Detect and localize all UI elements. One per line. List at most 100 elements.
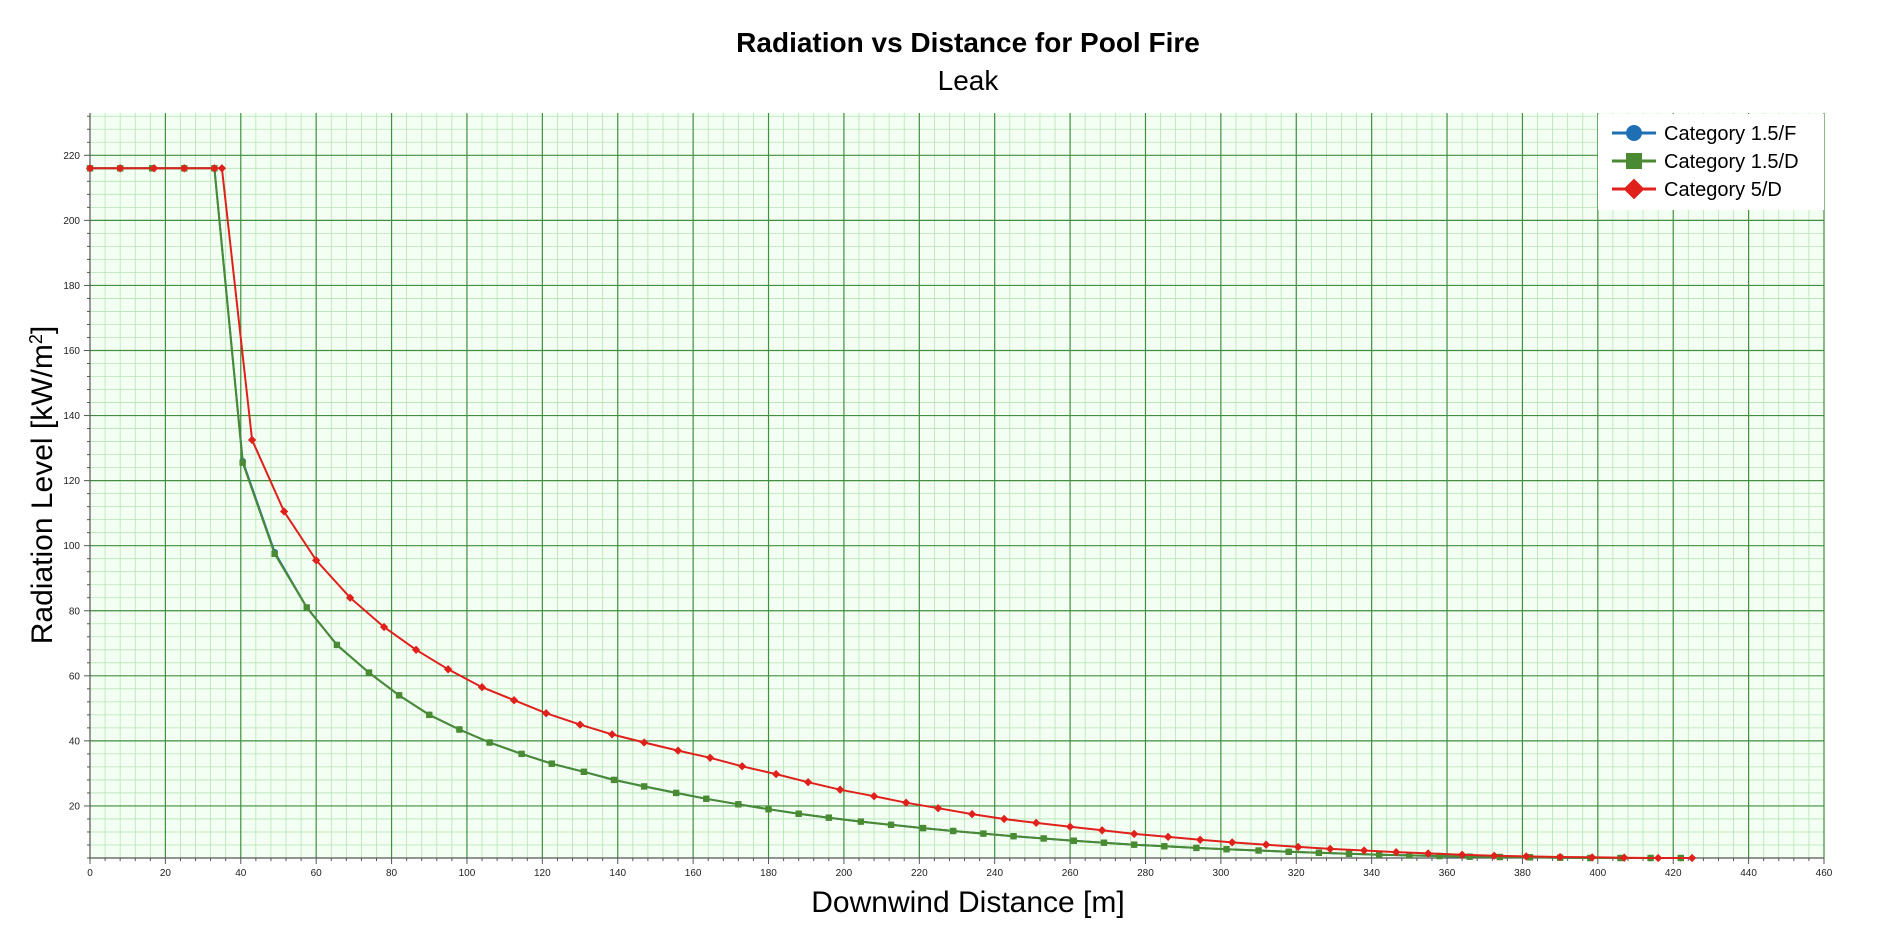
- data-point: [1255, 847, 1262, 854]
- y-tick-label: 40: [69, 736, 81, 747]
- x-tick-label: 280: [1137, 868, 1154, 879]
- chart-subtitle: Leak: [938, 65, 1000, 96]
- data-point: [580, 768, 588, 775]
- data-point: [247, 435, 257, 445]
- data-point: [548, 760, 555, 767]
- data-point: [1097, 826, 1107, 835]
- data-point: [1359, 846, 1369, 855]
- data-point: [1490, 851, 1499, 860]
- series-layer: [85, 164, 1697, 863]
- x-tick-label: 120: [534, 868, 551, 879]
- data-point: [1623, 178, 1645, 200]
- data-point: [333, 641, 341, 649]
- y-tick-label: 220: [63, 151, 80, 162]
- x-tick-label: 400: [1589, 868, 1606, 879]
- data-point: [980, 830, 987, 837]
- minor-gridlines: [90, 113, 1824, 859]
- data-point: [149, 164, 159, 173]
- y-axis-label-superscript: 2: [26, 334, 46, 344]
- data-point: [1223, 846, 1230, 853]
- data-point: [1424, 849, 1433, 858]
- data-point: [365, 669, 373, 676]
- data-point: [1010, 833, 1017, 840]
- y-tick-label: 80: [69, 606, 81, 617]
- x-tick-label: 240: [986, 868, 1003, 879]
- x-axis-label: Downwind Distance [m]: [811, 886, 1124, 919]
- data-point: [1261, 840, 1271, 849]
- y-tick-label: 20: [69, 801, 81, 812]
- x-tick-label: 260: [1062, 868, 1079, 879]
- y-axis-label: Radiation Level [kW/m2]: [26, 326, 59, 644]
- data-point: [610, 776, 618, 784]
- data-point: [312, 556, 321, 565]
- data-point: [443, 665, 453, 674]
- y-tick-label: 100: [63, 541, 80, 552]
- x-tick-label: 140: [609, 868, 626, 879]
- data-point: [639, 738, 649, 747]
- data-point: [703, 795, 710, 802]
- data-point: [640, 783, 648, 790]
- data-point: [217, 164, 227, 173]
- x-tick-label: 340: [1363, 868, 1380, 879]
- data-point: [115, 164, 125, 173]
- data-point: [1315, 849, 1323, 856]
- series-category-5-d: [85, 164, 1697, 863]
- data-point: [1293, 842, 1303, 852]
- y-tick-label: 140: [63, 411, 80, 422]
- data-point: [705, 753, 715, 762]
- data-point: [1588, 853, 1597, 862]
- data-point: [477, 683, 487, 692]
- x-tick-label: 60: [311, 868, 323, 879]
- data-point: [85, 164, 95, 173]
- data-point: [1193, 844, 1200, 852]
- data-point: [541, 709, 551, 718]
- data-point: [857, 818, 865, 825]
- data-point: [735, 801, 742, 808]
- x-tick-label: 300: [1213, 868, 1230, 879]
- data-point: [1195, 835, 1205, 844]
- legend-label: Category 1.5/F: [1664, 123, 1796, 145]
- x-tick-label: 20: [160, 868, 172, 879]
- data-point: [1653, 853, 1663, 863]
- data-point: [1522, 852, 1531, 861]
- data-point: [672, 789, 680, 797]
- data-point: [1375, 851, 1383, 858]
- data-point: [771, 769, 781, 779]
- data-point: [1326, 844, 1335, 854]
- data-point: [1626, 153, 1642, 169]
- x-tick-label: 320: [1288, 868, 1305, 879]
- x-tick-label: 80: [386, 868, 398, 879]
- data-point: [379, 622, 389, 632]
- data-point: [1228, 838, 1237, 847]
- data-point: [486, 739, 493, 746]
- x-tick-label: 100: [459, 868, 476, 879]
- y-axis-label-main: Radiation Level [kW/m: [26, 344, 59, 644]
- data-point: [1555, 852, 1565, 862]
- data-point: [607, 730, 617, 739]
- data-point: [395, 692, 403, 699]
- data-point: [1065, 822, 1075, 831]
- data-point: [180, 164, 189, 173]
- legend-item: Category 1.5/F: [1612, 123, 1796, 145]
- legend-label: Category 5/D: [1664, 179, 1782, 201]
- data-point: [1620, 853, 1629, 862]
- data-point: [1626, 125, 1642, 141]
- data-point: [1040, 835, 1047, 842]
- major-gridlines: [90, 113, 1825, 858]
- data-point: [575, 720, 585, 729]
- legend-label: Category 1.5/D: [1664, 151, 1799, 173]
- data-point: [518, 750, 525, 758]
- data-point: [673, 746, 683, 755]
- x-tick-label: 380: [1514, 868, 1531, 879]
- data-point: [426, 711, 433, 719]
- data-point: [1130, 841, 1138, 848]
- series-category-1-5-d: [86, 165, 1684, 862]
- data-point: [345, 593, 355, 602]
- y-tick-label: 180: [63, 281, 80, 292]
- data-point: [1070, 837, 1078, 844]
- x-tick-label: 180: [760, 868, 777, 879]
- data-point: [887, 821, 895, 829]
- plot-area: [90, 113, 1824, 858]
- data-point: [933, 804, 943, 813]
- data-point: [1406, 852, 1413, 859]
